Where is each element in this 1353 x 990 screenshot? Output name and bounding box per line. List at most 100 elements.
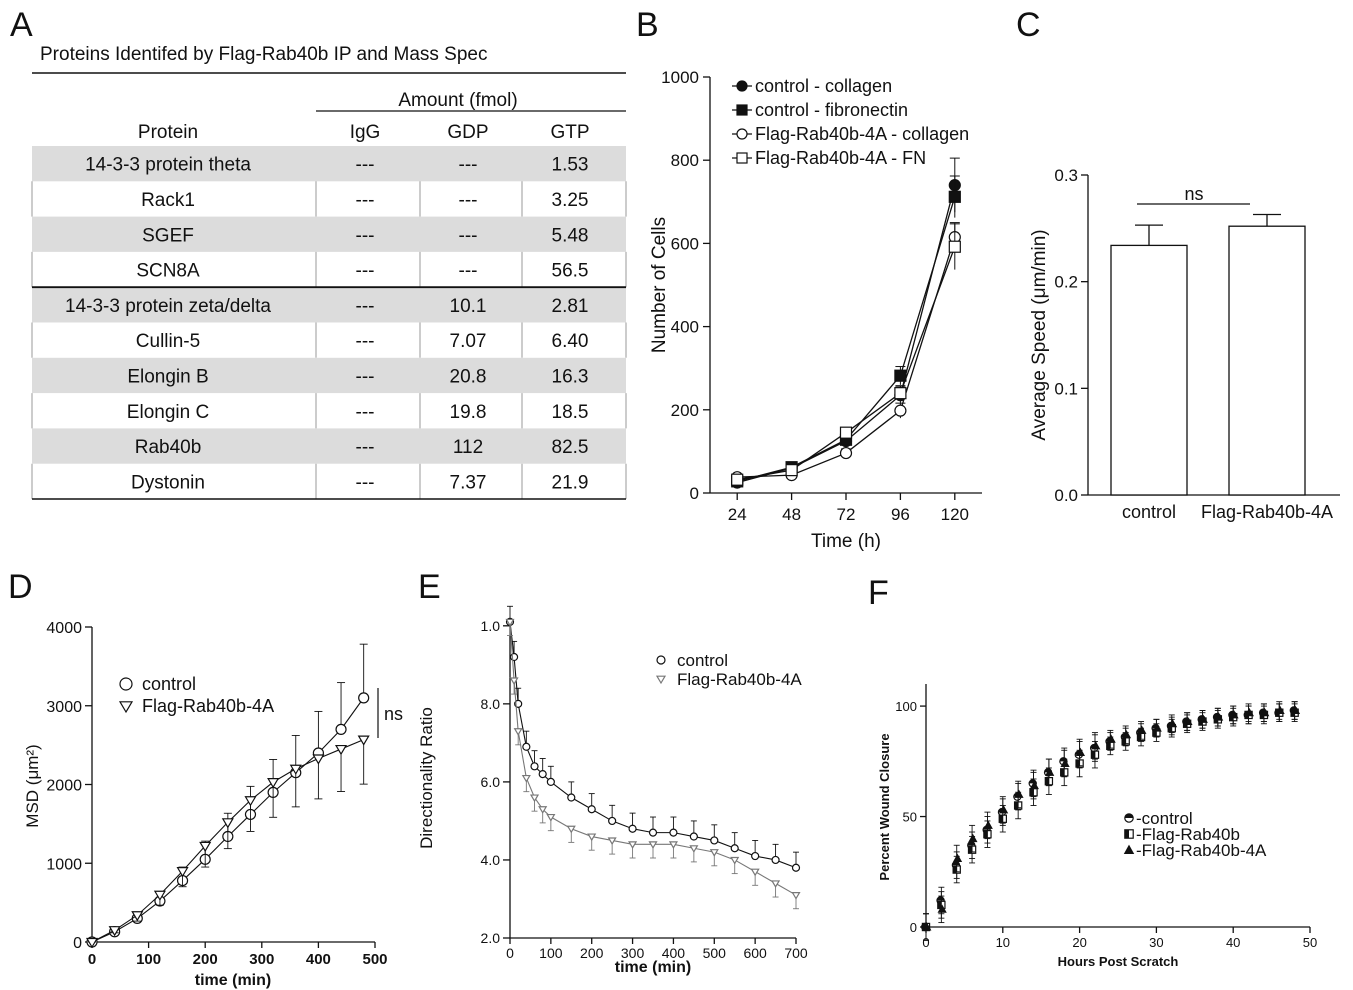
data-point (566, 825, 576, 834)
legend-marker (736, 152, 748, 164)
y-tick-label: 0.3 (1054, 166, 1078, 185)
data-point (1106, 734, 1116, 743)
x-tick-label: 0 (88, 951, 96, 968)
legend-label: Flag-Rab40b-4A - FN (755, 148, 926, 168)
data-point-fill (1152, 729, 1157, 737)
y-tick-label: 800 (671, 151, 699, 170)
data-point (1290, 705, 1301, 714)
data-point (1075, 747, 1086, 756)
protein-name: Elongin C (127, 402, 209, 423)
amount-cell: 21.9 (552, 472, 589, 493)
amount-cell: --- (459, 225, 478, 246)
legend-marker (736, 80, 748, 92)
data-point-fill (953, 865, 957, 874)
data-point (791, 863, 801, 872)
amount-cell: --- (356, 190, 375, 211)
category-label: control (1122, 502, 1176, 522)
data-point-fill (1060, 768, 1065, 776)
row-shade (32, 146, 626, 182)
x-tick-label: 500 (703, 945, 727, 961)
amount-cell: 2.81 (552, 296, 589, 317)
y-tick-label: 200 (671, 401, 699, 420)
data-point (1198, 714, 1208, 723)
amount-cell: 7.37 (450, 472, 487, 493)
x-tick-label: 24 (728, 505, 747, 524)
y-tick-label: 2000 (46, 778, 82, 795)
y-tick-label: 3000 (46, 699, 82, 716)
legend-entry: -control (1124, 809, 1193, 828)
data-point-fill (999, 815, 1003, 823)
data-point (587, 833, 597, 842)
x-tick-label: 48 (782, 505, 801, 524)
amount-cell: 19.8 (450, 402, 487, 423)
data-point (334, 744, 348, 756)
panel-a-table: Proteins Identifed by Flag-Rab40b IP and… (31, 44, 627, 500)
panel-f-wound-closure-chart: 0 50 100 0 10 20 30 40 50 Hours Post Scratch Perce… (877, 684, 1317, 969)
data-point (730, 856, 740, 865)
data-point (771, 880, 781, 889)
panel-letter-d: D (8, 568, 33, 606)
data-point (839, 446, 853, 460)
data-point (894, 404, 907, 417)
legend-label: Flag-Rab40b-4A - collagen (755, 124, 969, 144)
x-axis-label: Time (h) (811, 531, 881, 552)
y-axis-label: Number of Cells (649, 217, 670, 353)
table-row: Rab40b --- 112 82.5 (32, 428, 626, 464)
data-point-fill (1045, 777, 1049, 785)
data-point (587, 805, 596, 814)
data-point (538, 769, 547, 779)
amount-cell: 1.53 (552, 155, 589, 176)
table-row: SCN8A --- --- 56.5 (31, 251, 627, 288)
data-point (131, 911, 144, 922)
protein-name: 14-3-3 protein theta (85, 155, 251, 176)
table-row: 14-3-3 protein theta --- --- 1.53 (32, 146, 626, 182)
data-point (750, 868, 760, 877)
amount-cell: --- (356, 437, 375, 458)
data-point-fill (967, 841, 975, 846)
amount-cell: --- (356, 296, 375, 317)
x-tick-label: 10 (996, 935, 1010, 950)
panel-letter-e: E (418, 568, 441, 606)
data-point-fill (1137, 733, 1142, 741)
data-point (1244, 707, 1254, 717)
amount-cell: --- (356, 472, 375, 493)
y-tick-label: 50 (903, 810, 917, 825)
x-tick-label: 72 (837, 505, 856, 524)
series-3 (731, 223, 961, 486)
x-tick-label: 200 (193, 951, 218, 968)
x-tick-label: 700 (784, 945, 808, 961)
data-point (221, 818, 234, 829)
panel-letter-c: C (1016, 6, 1041, 44)
data-point (628, 824, 637, 833)
protein-name: SCN8A (136, 261, 200, 282)
data-point (894, 387, 907, 400)
data-point (785, 464, 798, 477)
amount-cell: 7.07 (450, 331, 487, 352)
y-axis-label: Directionality Ratio (417, 707, 436, 849)
data-point (546, 813, 556, 822)
series-1 (505, 618, 801, 910)
panel-b-growth-chart: 0 200 400 600 800 1000 24 48 72 96 120 Time (h) Numb… (649, 68, 982, 552)
data-point (546, 777, 555, 787)
panel-letters: A B C D E F (8, 6, 1041, 612)
protein-name: SGEF (142, 225, 194, 246)
data-point (85, 937, 99, 949)
x-tick-label: 40 (1226, 935, 1240, 950)
data-point (751, 851, 760, 861)
data-point-fill (1029, 788, 1034, 796)
amount-cell: --- (459, 190, 478, 211)
legend-entry: -Flag-Rab40b-4A (1123, 841, 1267, 860)
legend-entry: control (656, 651, 728, 670)
panel-d-msd-chart: 0 1000 2000 3000 4000 0 100 200 300 400 500 time (m… (23, 620, 403, 989)
y-axis-label: Average Speed (μm/min) (1029, 229, 1050, 440)
protein-name: Elongin B (127, 366, 208, 387)
data-point (1167, 718, 1178, 728)
amount-cell: --- (356, 331, 375, 352)
data-point (689, 845, 699, 853)
data-point (267, 778, 280, 789)
y-tick-label: 4.0 (481, 852, 501, 868)
column-header-gdp: GDP (447, 122, 488, 143)
column-header-protein: Protein (138, 122, 198, 143)
legend-marker (1124, 813, 1134, 823)
data-point (1121, 729, 1132, 739)
